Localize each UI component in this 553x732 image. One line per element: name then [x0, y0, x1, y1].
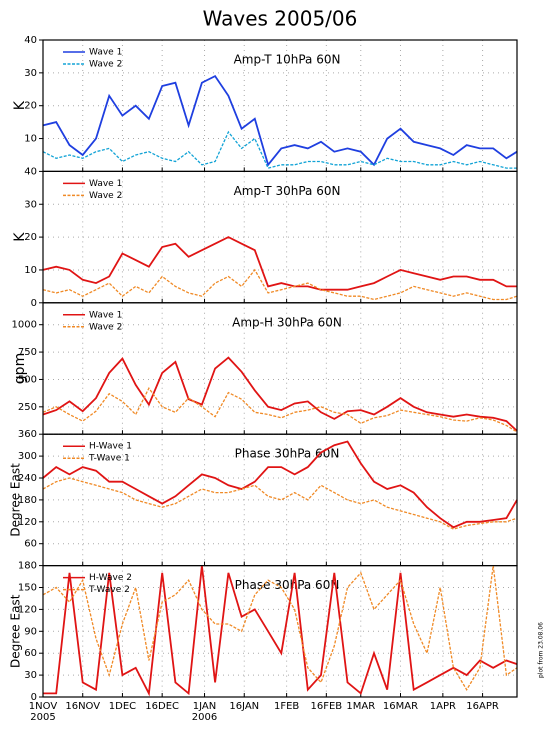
- legend-label: H-Wave 2: [89, 573, 132, 583]
- panel-title: Phase 30hPa 60N: [235, 447, 340, 461]
- x-tick-label: 1NOV: [29, 701, 58, 712]
- y-tick-label: 30: [24, 670, 37, 681]
- y-axis-label: Degree East: [9, 594, 23, 668]
- x-year-label: 2005: [30, 712, 55, 723]
- y-axis-label: K: [12, 232, 28, 242]
- chart-title: Waves 2005/06: [203, 7, 358, 31]
- y-tick-label: 30: [24, 199, 37, 210]
- legend-label: T-Wave 2: [88, 585, 130, 595]
- legend-label: Wave 2: [89, 322, 122, 332]
- x-tick-label: 1DEC: [109, 701, 136, 712]
- x-tick-label: 16NOV: [65, 701, 100, 712]
- y-tick-label: 120: [18, 604, 37, 615]
- x-tick-label: 1MAR: [346, 701, 375, 712]
- y-tick-label: 20: [24, 101, 37, 112]
- series-line: [42, 440, 518, 529]
- series-line: [42, 130, 517, 169]
- y-tick-label: 120: [18, 517, 37, 528]
- y-axis-label: Degree East: [9, 463, 23, 537]
- series-line: [43, 565, 518, 697]
- series-line: [42, 236, 517, 291]
- y-tick-label: 40: [24, 35, 37, 46]
- y-axis-label: gpm: [12, 353, 28, 384]
- legend-label: Wave 1: [89, 310, 122, 320]
- y-tick-label: 750: [18, 347, 37, 358]
- y-tick-label: 180: [18, 561, 37, 572]
- y-tick-label: 60: [24, 539, 37, 550]
- legend-label: H-Wave 1: [89, 442, 132, 452]
- plot-note: plot from 23.08.06: [538, 622, 545, 678]
- x-tick-label: 16MAR: [383, 701, 418, 712]
- series-line: [42, 268, 518, 301]
- panel-title: Phase 30hPa 60N: [235, 578, 340, 592]
- panel-title: Amp-T 30hPa 60N: [234, 184, 341, 198]
- legend-label: Wave 1: [89, 48, 122, 58]
- y-tick-label: 10: [24, 265, 37, 276]
- panel-title: Amp-T 10hPa 60N: [234, 53, 341, 67]
- x-year-label: 2006: [192, 712, 217, 723]
- series-line: [42, 477, 518, 530]
- legend-label: T-Wave 1: [88, 454, 130, 464]
- y-tick-label: 500: [18, 374, 37, 385]
- y-tick-label: 0: [31, 298, 37, 309]
- series-line: [42, 386, 518, 433]
- y-tick-label: 40: [24, 166, 37, 177]
- legend-label: Wave 1: [89, 179, 122, 189]
- y-axis-label: K: [12, 100, 28, 110]
- x-tick-label: 16FEB: [311, 701, 343, 712]
- legend-label: Wave 2: [89, 60, 122, 70]
- panel-frame: [42, 564, 518, 698]
- series-line: [42, 356, 518, 432]
- y-tick-label: 240: [18, 473, 37, 484]
- y-tick-label: 250: [18, 402, 37, 413]
- y-tick-label: 10: [24, 134, 37, 145]
- legend-label: Wave 2: [89, 191, 122, 201]
- x-tick-label: 16JAN: [229, 701, 259, 712]
- y-tick-label: 1000: [12, 320, 37, 331]
- y-tick-label: 30: [24, 68, 37, 79]
- y-tick-label: 360: [18, 429, 37, 440]
- panel-title: Amp-H 30hPa 60N: [232, 315, 342, 329]
- y-tick-label: 300: [18, 451, 37, 462]
- y-tick-label: 180: [18, 495, 37, 506]
- x-tick-label: 16DEC: [145, 701, 179, 712]
- x-tick-label: 1APR: [430, 701, 456, 712]
- x-tick-label: 16APR: [466, 701, 499, 712]
- y-tick-label: 20: [24, 232, 37, 243]
- series-line: [42, 74, 518, 167]
- x-tick-label: 1JAN: [193, 701, 216, 712]
- y-tick-label: 60: [24, 648, 37, 659]
- y-tick-label: 150: [18, 583, 37, 594]
- series-line: [42, 565, 518, 691]
- y-tick-label: 0: [31, 692, 37, 703]
- x-tick-label: 1FEB: [274, 701, 299, 712]
- y-tick-label: 90: [24, 626, 37, 637]
